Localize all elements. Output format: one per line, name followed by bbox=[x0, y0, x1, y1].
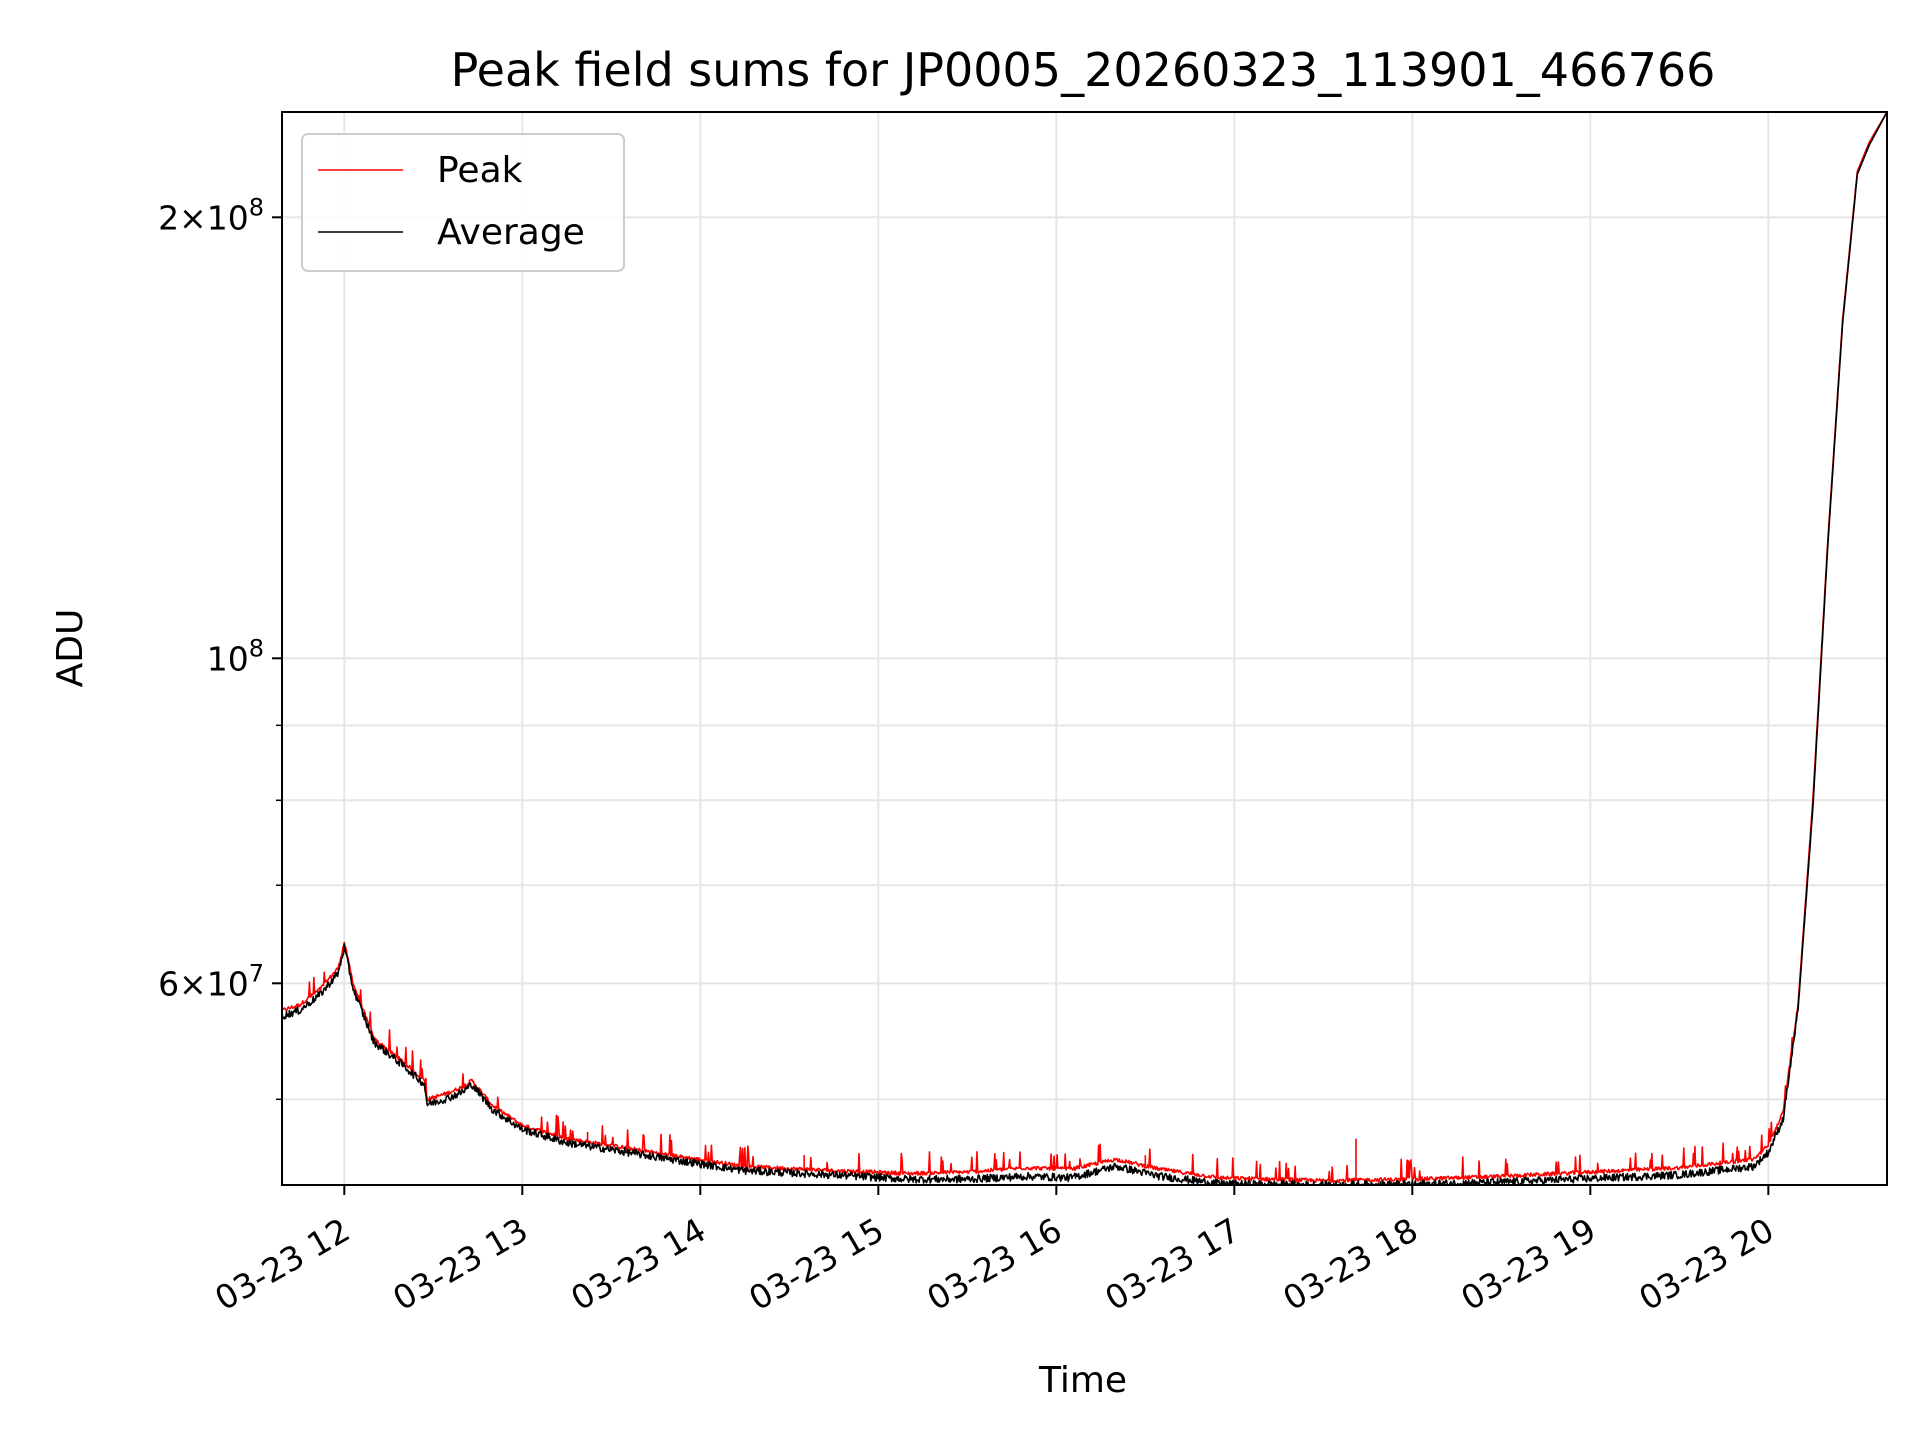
legend-box bbox=[301, 133, 625, 272]
grid bbox=[282, 112, 1887, 1185]
plot-frame bbox=[281, 111, 1888, 1186]
series-line-peak bbox=[282, 112, 1887, 1184]
y-tick-mantissa: 10 bbox=[207, 639, 249, 678]
y-tick-mantissa: 2× bbox=[158, 198, 207, 237]
legend-label-peak: Peak bbox=[437, 150, 523, 191]
y-tick-mantissa: 6× bbox=[158, 964, 207, 1003]
y-tick-mantissa: 10 bbox=[207, 964, 249, 1003]
legend: Peak Average bbox=[301, 133, 625, 272]
y-tick-exponent: 7 bbox=[249, 959, 264, 987]
y-tick-mantissa: 10 bbox=[207, 198, 249, 237]
x-axis-label: Time bbox=[1038, 1360, 1127, 1401]
legend-label-average: Average bbox=[437, 212, 585, 253]
y-axis-label: ADU bbox=[50, 609, 91, 688]
series-layer bbox=[282, 112, 1887, 1185]
y-tick-exponent: 8 bbox=[249, 193, 264, 221]
chart-title: Peak field sums for JP0005_20260323_1139… bbox=[451, 43, 1716, 97]
series-line-average bbox=[282, 112, 1887, 1185]
y-tick-exponent: 8 bbox=[249, 634, 264, 662]
y-tick-label: 108 bbox=[207, 634, 264, 678]
y-tick-label: 6×107 bbox=[158, 959, 264, 1003]
y-tick-label: 2×108 bbox=[158, 193, 264, 237]
